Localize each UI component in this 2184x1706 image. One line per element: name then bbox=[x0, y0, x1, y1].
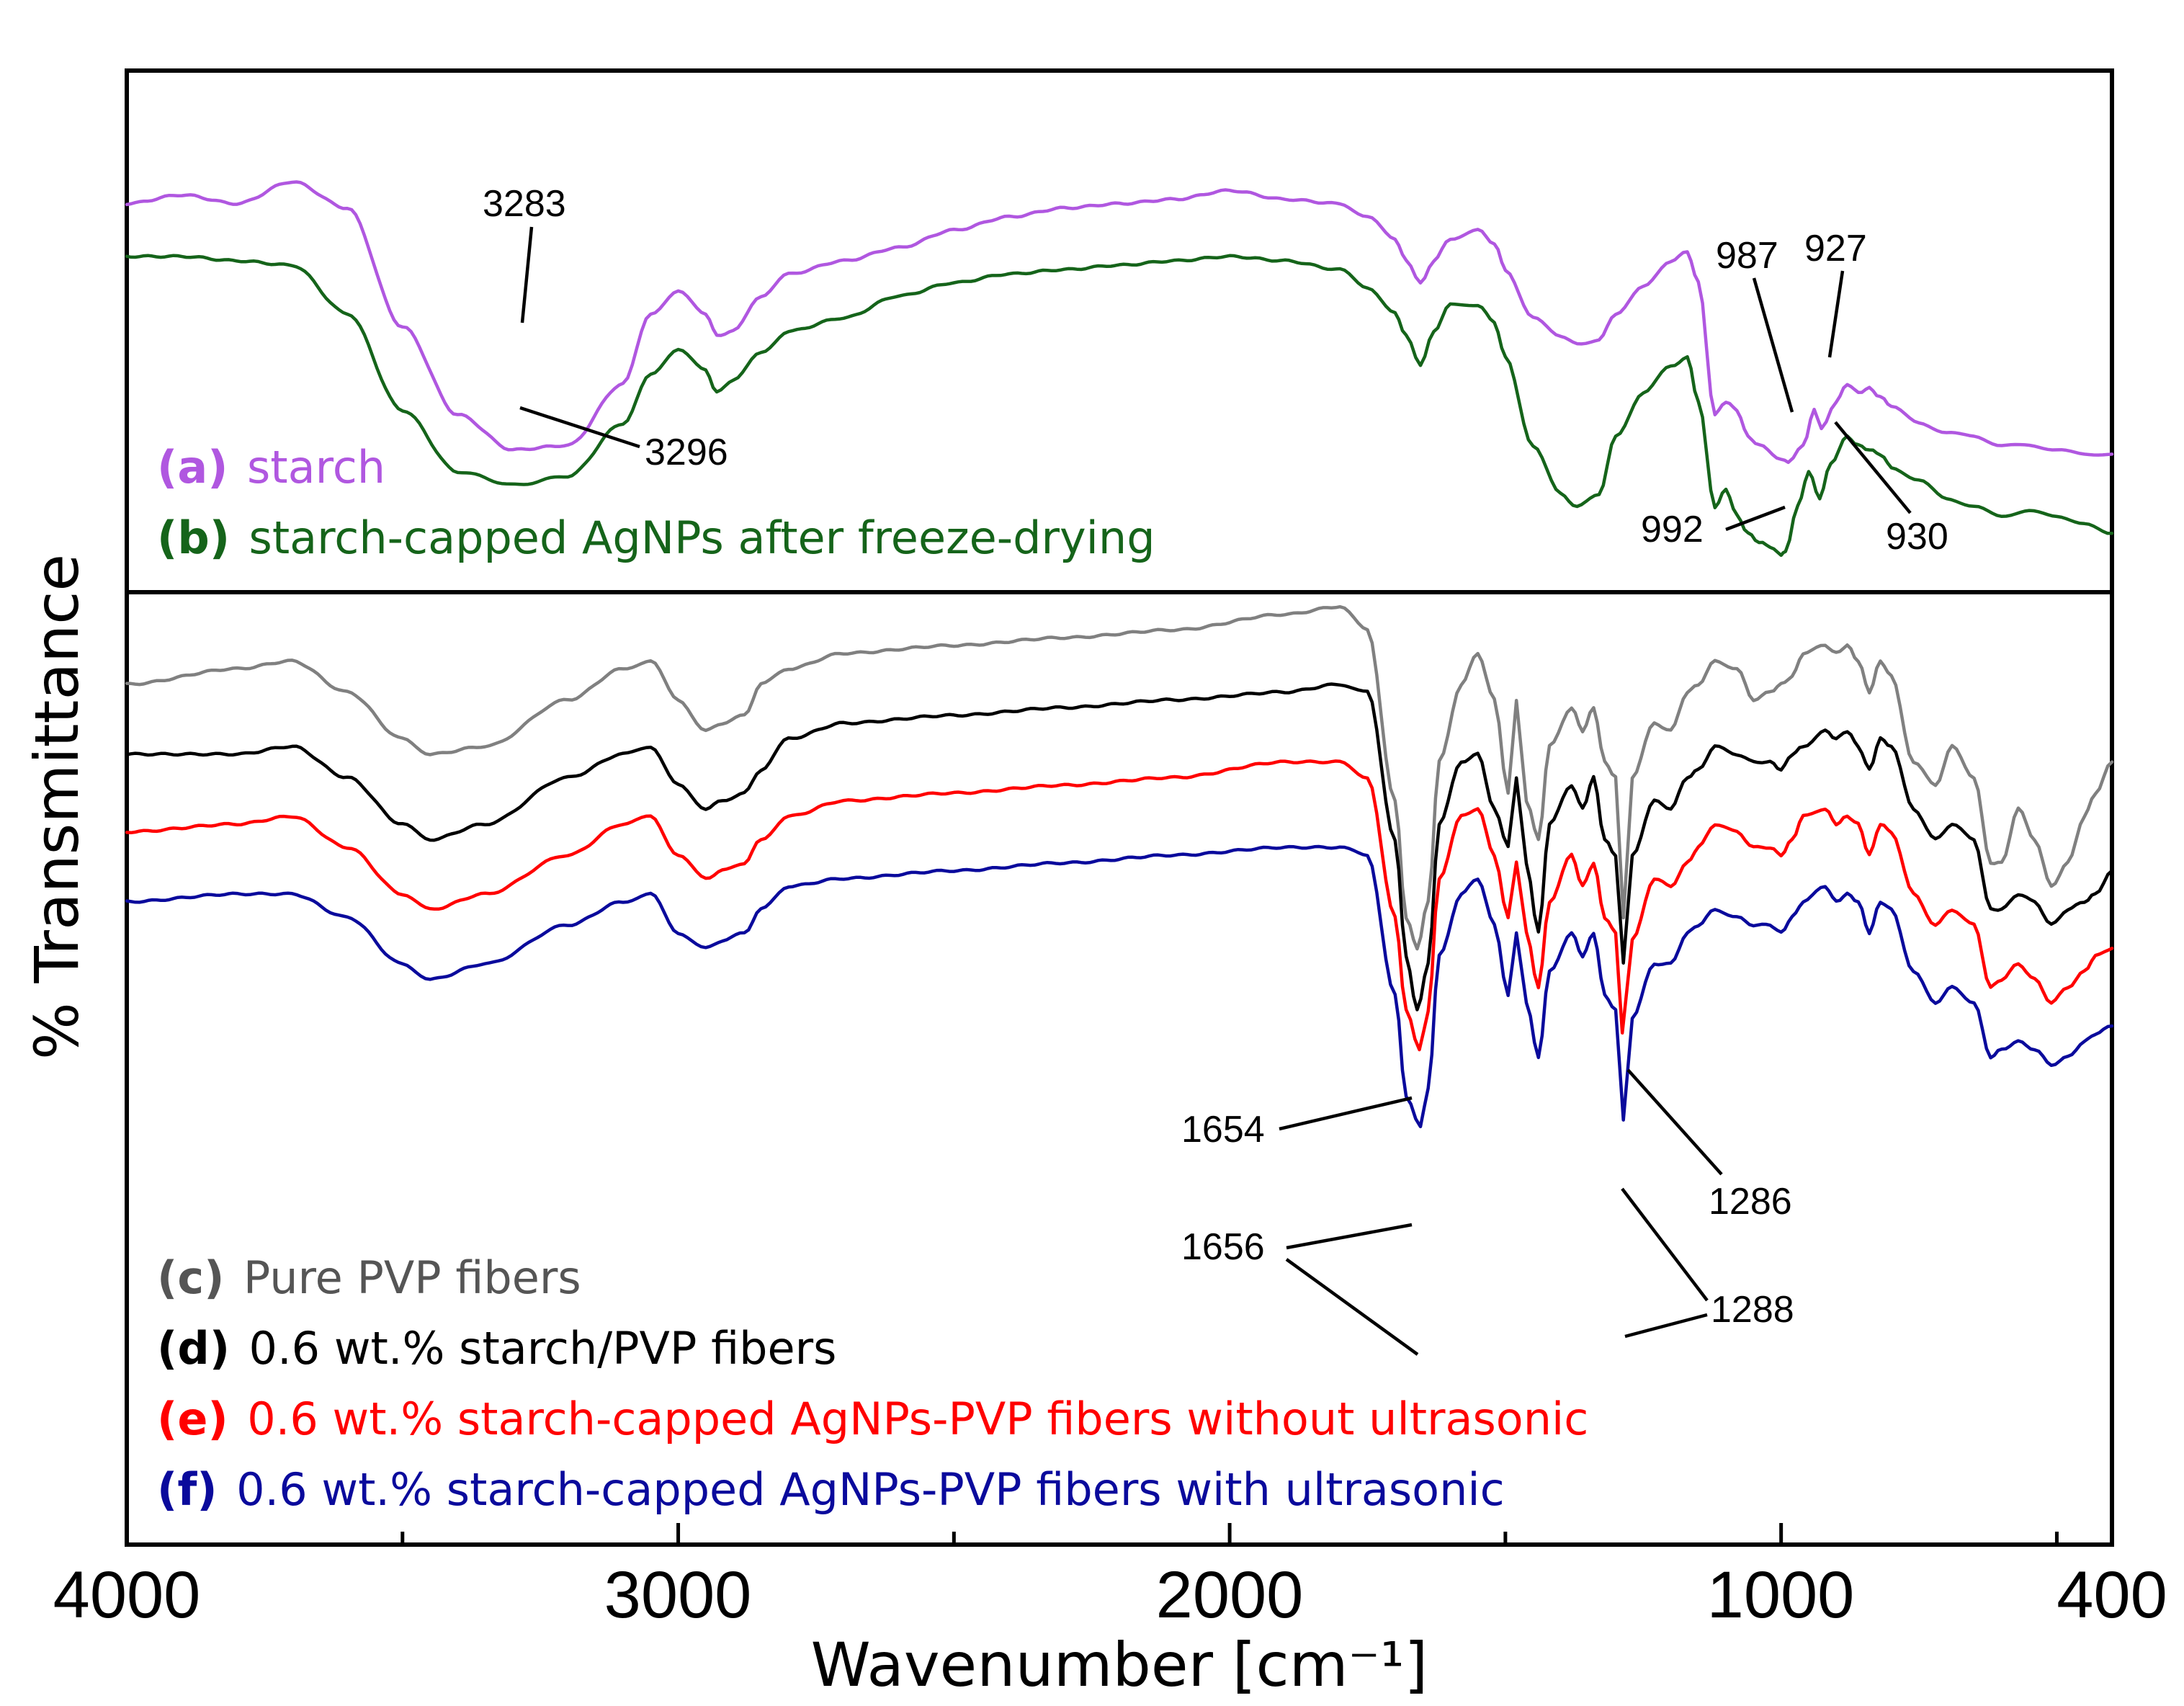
legend-label-c: Pure PVP fibers bbox=[243, 1251, 581, 1304]
legend-label-a: starch bbox=[247, 441, 385, 494]
peak-label-1654: 1654 bbox=[1181, 1109, 1265, 1151]
legend-item-d: (d) 0.6 wt.% starch/PVP fibers bbox=[157, 1322, 836, 1375]
legend-top: (a) starch (b) starch-capped AgNPs after… bbox=[157, 441, 1155, 564]
legend-item-f: (f) 0.6 wt.% starch-capped AgNPs-PVP fib… bbox=[157, 1463, 1505, 1516]
x-tick-label-4000: 4000 bbox=[53, 1558, 201, 1632]
legend-key-b: (b) bbox=[157, 512, 230, 564]
legend-label-d: 0.6 wt.% starch/PVP fibers bbox=[249, 1322, 837, 1375]
x-tick-label-2000: 2000 bbox=[1156, 1558, 1304, 1632]
peak-leader-1288-a bbox=[1621, 1187, 1709, 1302]
series-layer bbox=[125, 180, 2114, 1129]
peak-leader-992 bbox=[1725, 505, 1786, 532]
peak-label-1288: 1288 bbox=[1711, 1289, 1794, 1331]
peak-leader-1286 bbox=[1626, 1068, 1723, 1176]
legend-key-c: (c) bbox=[157, 1251, 224, 1304]
legend-key-a: (a) bbox=[157, 441, 228, 494]
peak-label-3296: 3296 bbox=[645, 432, 728, 473]
legend-label-b: starch-capped AgNPs after freeze-drying bbox=[249, 512, 1155, 564]
legend-label-f: 0.6 wt.% starch-capped AgNPs-PVP fibers … bbox=[236, 1463, 1505, 1516]
peak-leader-1288-b bbox=[1624, 1313, 1708, 1339]
x-tick-label-1000: 1000 bbox=[1707, 1558, 1855, 1632]
peak-annotations-bottom: 1654 1656 1286 1288 bbox=[1181, 1068, 1794, 1356]
series-line-f bbox=[125, 844, 2114, 1129]
legend-item-a: (a) starch bbox=[157, 441, 385, 494]
peak-annotations-top: 3283 3296 987 927 992 930 bbox=[483, 183, 1948, 558]
peak-label-1286: 1286 bbox=[1709, 1181, 1792, 1223]
peak-leader-1656-b bbox=[1285, 1258, 1419, 1356]
series-line-c bbox=[125, 604, 2114, 951]
peak-leader-930 bbox=[1834, 421, 1912, 514]
series-line-d bbox=[125, 682, 2114, 1011]
peak-label-992: 992 bbox=[1641, 509, 1704, 550]
peak-label-987: 987 bbox=[1716, 235, 1778, 277]
peak-leader-1654 bbox=[1279, 1096, 1413, 1131]
peak-label-930: 930 bbox=[1886, 516, 1948, 558]
x-tick-label-3000: 3000 bbox=[604, 1558, 752, 1632]
peak-leader-987 bbox=[1752, 277, 1794, 413]
peak-leader-3296 bbox=[519, 406, 640, 449]
x-tick-label-400: 400 bbox=[2057, 1558, 2167, 1632]
peak-label-3283: 3283 bbox=[483, 183, 566, 225]
peak-leader-927 bbox=[1827, 270, 1845, 358]
peak-label-1656: 1656 bbox=[1181, 1226, 1265, 1268]
y-axis-label: % Transmittance bbox=[22, 554, 92, 1060]
x-ticks bbox=[125, 1523, 2114, 1545]
peak-leader-3283 bbox=[520, 226, 534, 323]
series-line-e bbox=[125, 759, 2114, 1052]
legend-key-d: (d) bbox=[157, 1322, 230, 1375]
legend-item-b: (b) starch-capped AgNPs after freeze-dry… bbox=[157, 512, 1155, 564]
legend-bottom: (c) Pure PVP fibers (d) 0.6 wt.% starch/… bbox=[157, 1251, 1588, 1516]
x-axis-label: Wavenumber [cm⁻¹] bbox=[811, 1630, 1428, 1700]
peak-label-927: 927 bbox=[1804, 228, 1867, 269]
legend-label-e: 0.6 wt.% starch-capped AgNPs-PVP fibers … bbox=[247, 1393, 1588, 1445]
series-line-a bbox=[125, 180, 2114, 465]
x-tick-labels: 4000 3000 2000 1000 400 bbox=[53, 1558, 2167, 1632]
peak-leader-1656-a bbox=[1286, 1223, 1413, 1250]
legend-key-e: (e) bbox=[157, 1393, 228, 1445]
series-line-b bbox=[125, 254, 2114, 558]
legend-item-c: (c) Pure PVP fibers bbox=[157, 1251, 581, 1304]
legend-key-f: (f) bbox=[157, 1463, 218, 1516]
plot-frame bbox=[125, 68, 2114, 1547]
legend-item-e: (e) 0.6 wt.% starch-capped AgNPs-PVP fib… bbox=[157, 1393, 1588, 1445]
